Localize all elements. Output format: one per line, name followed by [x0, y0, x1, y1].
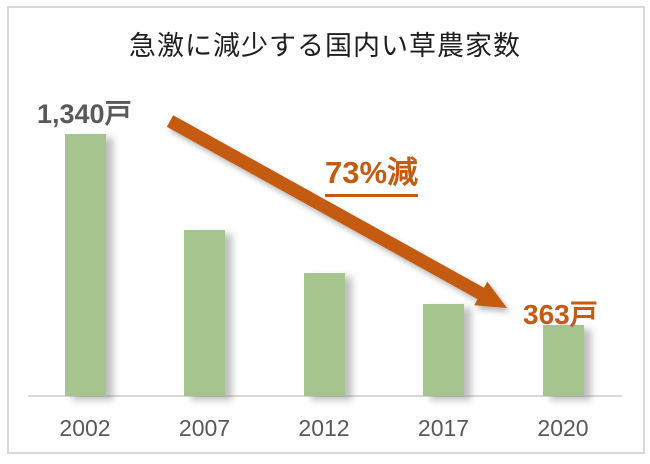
x-axis-line	[28, 395, 622, 397]
percent-decrease-label: 73%減	[325, 147, 419, 197]
x-tick-2020: 2020	[537, 415, 589, 441]
bar-2012	[303, 273, 345, 396]
bar-2002	[64, 134, 106, 396]
x-tick-2002: 2002	[59, 415, 111, 441]
bar-2017	[423, 304, 464, 396]
chart-title: 急激に減少する国内い草農家数	[129, 31, 521, 61]
x-tick-2017: 2017	[417, 415, 470, 441]
bar-2007	[184, 230, 225, 396]
x-tick-2012: 2012	[298, 415, 350, 441]
bar-2020	[542, 325, 584, 396]
end-value-label: 363戸	[523, 299, 598, 330]
start-value-label: 1,340戸	[37, 99, 132, 129]
x-tick-2007: 2007	[178, 415, 231, 441]
